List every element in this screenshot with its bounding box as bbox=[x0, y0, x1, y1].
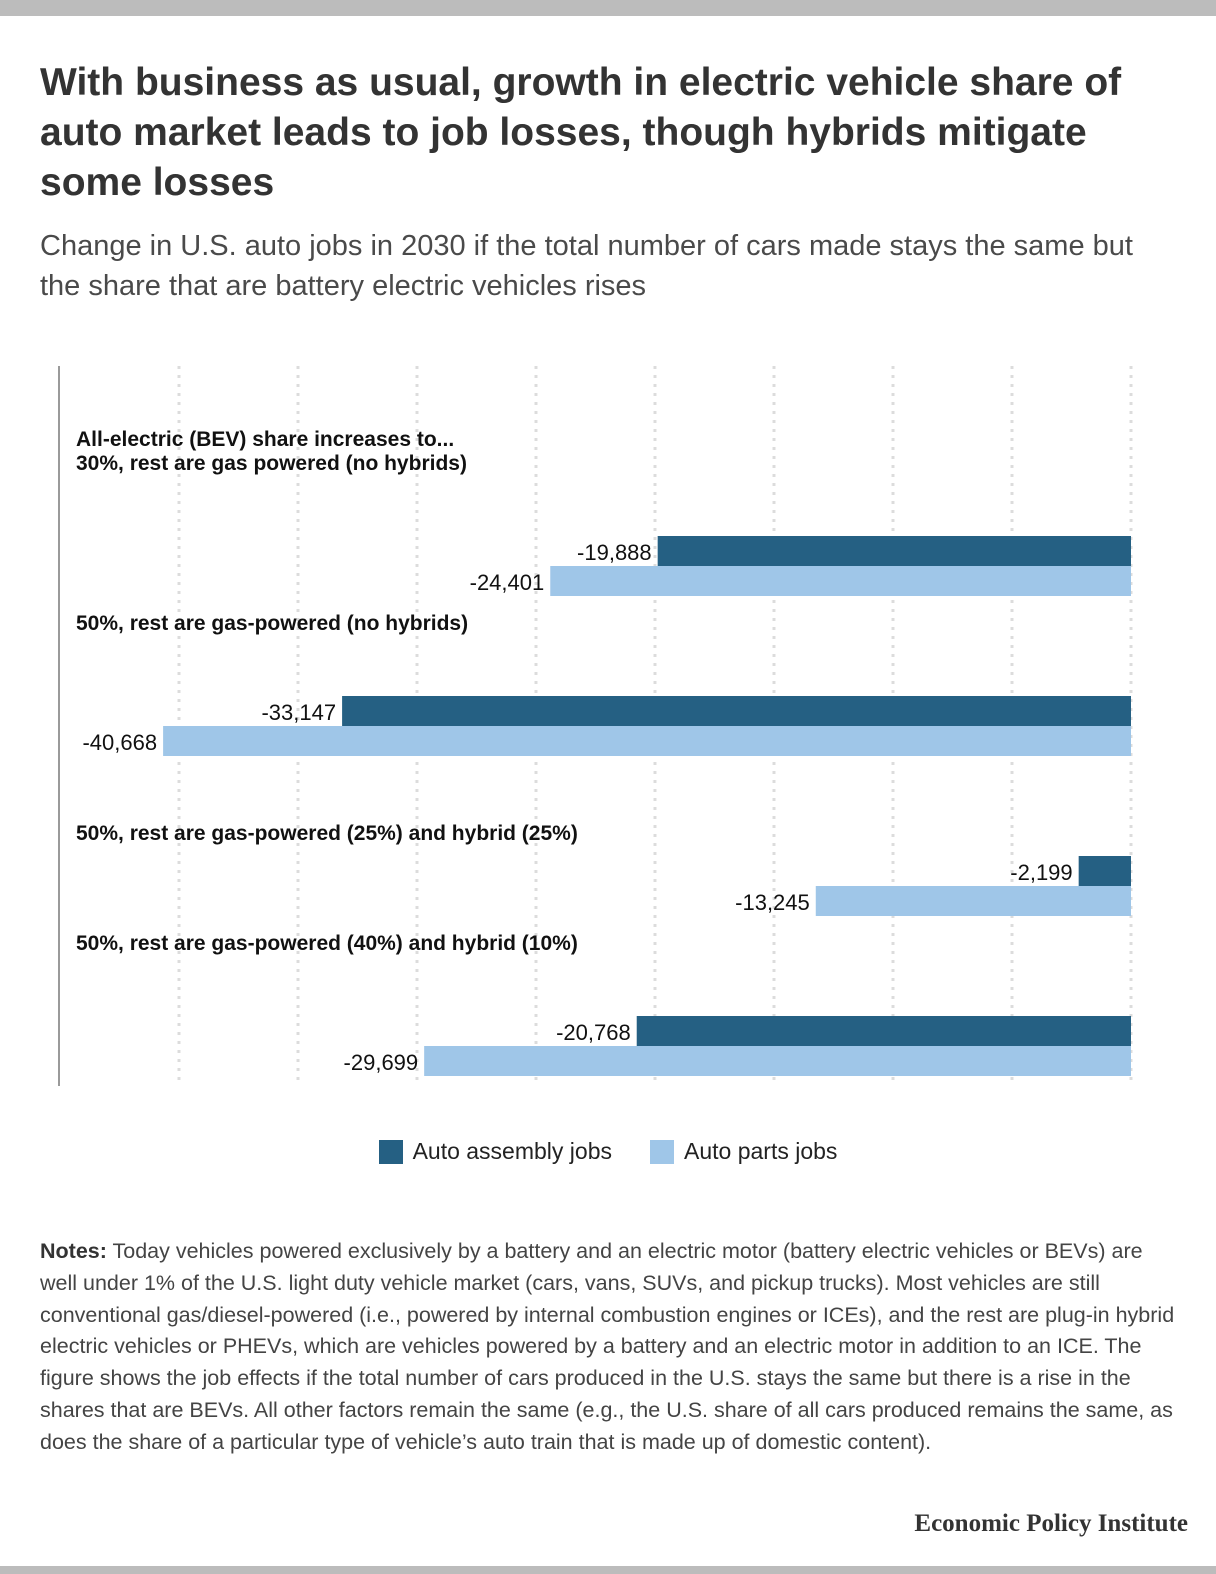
legend-label-assembly: Auto assembly jobs bbox=[412, 1138, 612, 1164]
data-label-assembly: -33,147 bbox=[261, 700, 336, 725]
category-label: 30%, rest are gas powered (no hybrids) bbox=[76, 452, 467, 475]
notes-label: Notes: bbox=[40, 1239, 107, 1263]
notes-text: Today vehicles powered exclusively by a … bbox=[40, 1239, 1175, 1454]
legend-label-parts: Auto parts jobs bbox=[684, 1138, 838, 1164]
top-border bbox=[0, 0, 1216, 16]
legend-swatch-assembly bbox=[378, 1139, 403, 1164]
data-label-parts: -29,699 bbox=[344, 1050, 419, 1075]
bar-assembly bbox=[1078, 856, 1131, 886]
chart-title: With business as usual, growth in electr… bbox=[40, 61, 1122, 204]
bar-assembly bbox=[657, 536, 1131, 566]
bar-chart: All-electric (BEV) share increases to...… bbox=[58, 366, 1133, 1086]
legend: Auto assembly jobs Auto parts jobs bbox=[0, 1138, 1216, 1165]
legend-swatch-parts bbox=[650, 1139, 674, 1164]
data-label-parts: -13,245 bbox=[735, 890, 810, 915]
source-logo: Economic Policy Institute bbox=[914, 1510, 1188, 1537]
bar-parts bbox=[815, 886, 1131, 916]
legend-item-assembly: Auto assembly jobs bbox=[378, 1138, 612, 1165]
bottom-border bbox=[0, 1566, 1216, 1574]
group-heading: All-electric (BEV) share increases to... bbox=[76, 428, 454, 451]
category-label: 50%, rest are gas-powered (40%) and hybr… bbox=[76, 932, 578, 955]
bar-parts bbox=[424, 1046, 1131, 1076]
category-label: 50%, rest are gas-powered (no hybrids) bbox=[76, 612, 468, 635]
data-label-parts: -24,401 bbox=[470, 570, 545, 595]
bar-parts bbox=[550, 566, 1131, 596]
legend-item-parts: Auto parts jobs bbox=[650, 1138, 837, 1165]
bar-assembly bbox=[342, 696, 1131, 726]
bar-assembly bbox=[636, 1016, 1131, 1046]
data-label-assembly: -20,768 bbox=[556, 1020, 631, 1045]
notes: Notes: Today vehicles powered exclusivel… bbox=[40, 1236, 1180, 1459]
data-label-assembly: -19,888 bbox=[577, 540, 652, 565]
category-label: 50%, rest are gas-powered (25%) and hybr… bbox=[76, 822, 578, 845]
chart-subtitle: Change in U.S. auto jobs in 2030 if the … bbox=[40, 230, 1133, 302]
data-label-assembly: -2,199 bbox=[1010, 860, 1072, 885]
data-label-parts: -40,668 bbox=[82, 730, 157, 755]
bar-parts bbox=[163, 726, 1132, 756]
